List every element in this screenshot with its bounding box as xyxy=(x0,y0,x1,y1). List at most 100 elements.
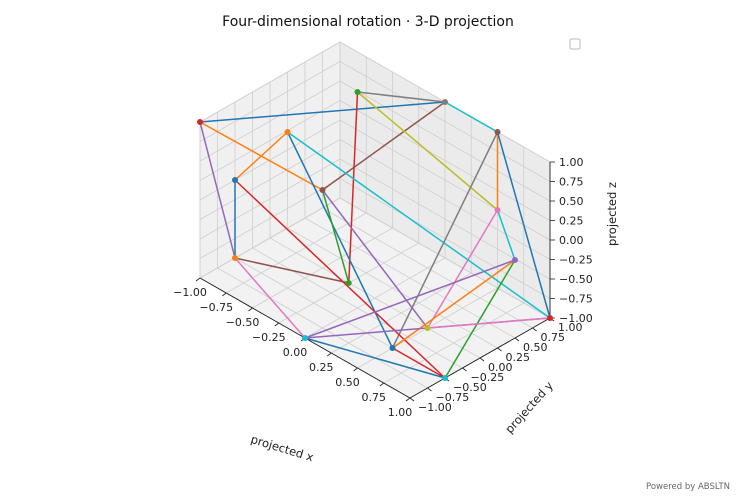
edge-line xyxy=(427,317,551,329)
grid-line xyxy=(339,100,551,221)
vertex-point xyxy=(442,375,448,381)
grid-line xyxy=(199,80,341,162)
edge-line xyxy=(321,189,350,284)
vertex-point xyxy=(354,89,361,95)
z-tick-label: 0.25 xyxy=(559,215,584,228)
vertex-point xyxy=(389,345,396,351)
edge-line xyxy=(496,209,516,261)
grid-line xyxy=(322,207,533,329)
grid-line xyxy=(269,237,481,359)
grid-line xyxy=(252,247,463,369)
x-tick-mark xyxy=(248,307,253,312)
edge-line xyxy=(234,179,446,379)
x-tick-label: 1.00 xyxy=(388,406,413,419)
edge-line xyxy=(357,91,498,211)
edge-line xyxy=(391,131,499,349)
x-tick-mark xyxy=(353,367,358,372)
z-tick-label: −1.00 xyxy=(559,312,593,325)
grid-line xyxy=(339,139,551,260)
chart-title: Four-dimensional rotation · 3-D projecti… xyxy=(222,14,514,30)
y-tick-mark xyxy=(409,397,415,402)
x-tick-mark xyxy=(327,352,332,357)
grid-line xyxy=(199,100,341,181)
z-tick-label: −0.50 xyxy=(559,273,593,286)
edge-line xyxy=(234,257,306,339)
x-tick-mark xyxy=(405,397,411,402)
vertex-point xyxy=(319,187,326,193)
tick-labels: −1.00−0.75−0.50−0.250.000.250.500.751.00… xyxy=(173,156,593,419)
x-tick-label: 0.75 xyxy=(362,391,387,404)
edge-line xyxy=(199,101,446,123)
edge-line xyxy=(357,91,446,103)
y-tick-label: −0.50 xyxy=(453,381,487,394)
x-axis-label: projected x xyxy=(249,432,315,464)
y-tick-label: 0.00 xyxy=(488,361,513,374)
x-tick-mark xyxy=(195,277,201,282)
x-tick-mark xyxy=(274,322,279,327)
edge-line xyxy=(199,121,236,259)
y-axis-label: projected y xyxy=(502,378,556,436)
edge-line xyxy=(426,209,499,329)
y-tick-label: −1.00 xyxy=(418,401,452,414)
x-tick-label: −1.00 xyxy=(173,286,207,299)
vertex-point xyxy=(442,99,448,105)
x-tick-label: −0.50 xyxy=(226,316,260,329)
z-tick-label: −0.25 xyxy=(559,254,593,267)
vertex-point xyxy=(494,207,501,213)
grid-line xyxy=(339,197,551,319)
z-tick-label: 0.75 xyxy=(559,176,584,189)
y-tick-mark xyxy=(462,367,467,372)
y-tick-mark xyxy=(427,387,432,392)
vertex-point xyxy=(302,335,308,341)
vertex-point xyxy=(232,255,238,261)
y-tick-mark xyxy=(479,357,485,362)
grid-line xyxy=(199,61,341,142)
vertex-point xyxy=(232,177,238,183)
vertex-point xyxy=(284,129,291,135)
grid-line xyxy=(199,41,341,123)
edge-line xyxy=(304,259,516,339)
y-tick-label: 0.75 xyxy=(541,331,566,344)
edge-line xyxy=(234,131,289,181)
vertex-point xyxy=(547,315,553,321)
x-tick-mark xyxy=(379,382,384,387)
vertex-point xyxy=(494,129,501,135)
y-tick-label: 0.50 xyxy=(523,341,548,354)
y-tick-label: 1.00 xyxy=(558,321,583,334)
vertex-point xyxy=(197,119,203,125)
y-tick-label: 0.25 xyxy=(506,351,531,364)
y-tick-mark xyxy=(532,327,537,332)
x-tick-label: 0.00 xyxy=(283,346,308,359)
x-tick-label: −0.75 xyxy=(199,301,233,314)
edge-line xyxy=(392,259,516,349)
legend-box xyxy=(569,38,581,50)
grid-line xyxy=(339,119,551,241)
edges xyxy=(199,91,551,379)
edge-line xyxy=(392,347,446,379)
vertex-point xyxy=(512,257,518,263)
y-tick-label: −0.75 xyxy=(436,391,470,404)
z-tick-label: 0.00 xyxy=(559,234,584,247)
edge-line xyxy=(444,101,498,133)
vertex-point xyxy=(345,280,352,286)
x-tick-mark xyxy=(222,292,227,297)
grid-line xyxy=(287,227,498,349)
x-tick-label: −0.25 xyxy=(252,331,286,344)
edge-line xyxy=(321,189,429,329)
edge-line xyxy=(496,131,551,319)
edge-line xyxy=(304,337,446,379)
z-axis-label: projected z xyxy=(605,182,619,246)
z-tick-label: −0.75 xyxy=(559,293,593,306)
edge-line xyxy=(287,131,551,319)
z-tick-label: 0.50 xyxy=(559,195,584,208)
x-tick-label: 0.25 xyxy=(309,361,334,374)
edge-line xyxy=(348,91,359,284)
grid-line xyxy=(339,80,551,202)
y-tick-mark xyxy=(514,337,520,342)
x-tick-label: 0.50 xyxy=(335,376,360,389)
edge-line xyxy=(322,101,446,191)
grid-line xyxy=(339,61,551,182)
y-tick-mark xyxy=(497,347,502,352)
grid-line xyxy=(199,158,341,240)
